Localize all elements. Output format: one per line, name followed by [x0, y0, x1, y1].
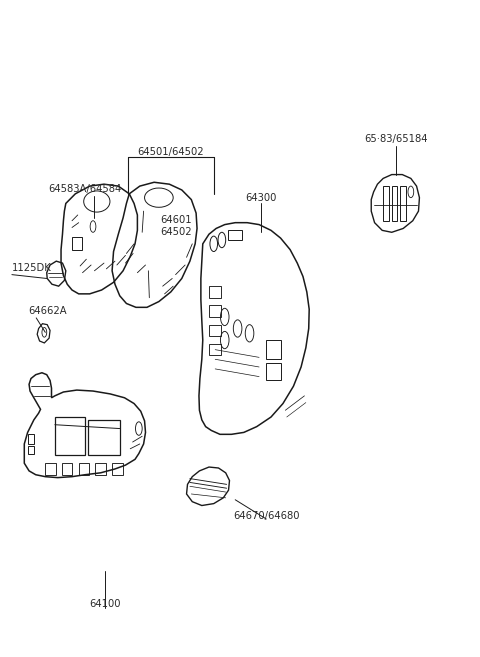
- Text: 64583A/64584: 64583A/64584: [48, 184, 121, 194]
- Text: 64601
64502: 64601 64502: [160, 215, 192, 237]
- Text: 64670/64680: 64670/64680: [233, 511, 300, 521]
- Text: 64662A: 64662A: [29, 306, 67, 316]
- Text: 64300: 64300: [245, 193, 276, 204]
- Text: 64501/64502: 64501/64502: [137, 147, 204, 157]
- Text: 1125DK: 1125DK: [12, 263, 52, 273]
- Text: 65·83/65184: 65·83/65184: [364, 134, 427, 144]
- Text: 64100: 64100: [90, 599, 121, 610]
